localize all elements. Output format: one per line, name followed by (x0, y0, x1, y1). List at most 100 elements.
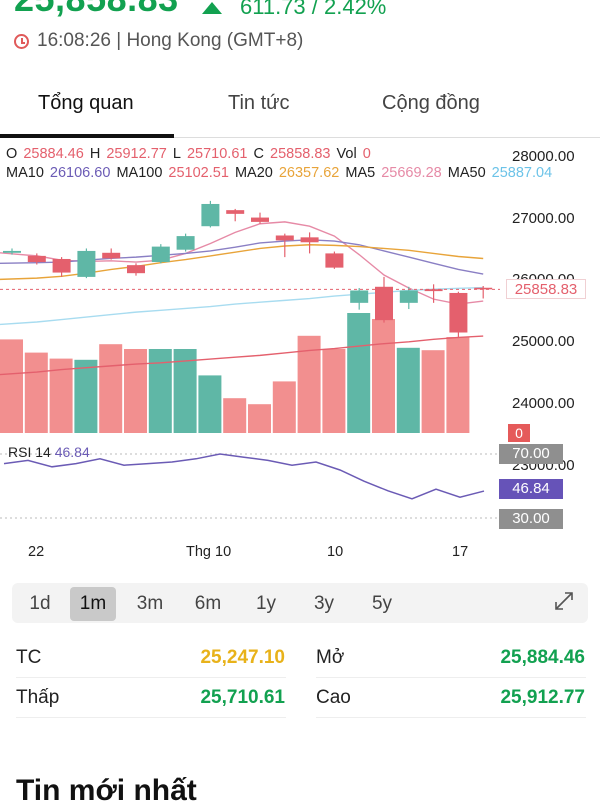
candle-body (127, 265, 145, 274)
candle-body (300, 237, 319, 243)
candle-body (151, 246, 170, 263)
volume-bar (372, 319, 395, 433)
rsi-label: RSI 14 (8, 444, 51, 460)
divider (16, 677, 286, 678)
volume-value: 0 (362, 146, 371, 162)
ma5-value: 25669.28 (381, 165, 442, 181)
candle-body (325, 253, 344, 268)
volume-bar (49, 358, 73, 433)
candle-body (350, 290, 369, 303)
low-stat-value: 25,710.61 (200, 687, 285, 708)
period-1d[interactable]: 1d (29, 593, 51, 614)
time-row: 16:08:26 | Hong Kong (GMT+8) (14, 30, 303, 52)
volume-bar (173, 349, 197, 433)
open-stat-label: Mở (316, 647, 345, 668)
high-stat-label: Cao (316, 687, 351, 708)
x-tick: Thg 10 (186, 544, 232, 560)
ma20-value: 26357.62 (278, 165, 340, 181)
volume-bar (248, 404, 271, 433)
ma5-label: MA5 (345, 165, 376, 181)
expand-icon[interactable] (554, 591, 574, 611)
ma10-label: MA10 (6, 165, 44, 181)
tab-divider (0, 137, 600, 138)
volume-bar (124, 349, 147, 433)
volume-bar (148, 349, 172, 433)
open-stat-value: 25,884.46 (500, 647, 585, 668)
current-price-tag: 25858.83 (506, 279, 586, 299)
candle-body (399, 290, 418, 303)
volume-bar (223, 398, 247, 433)
candle-body (77, 250, 96, 277)
period-selector: 1d 1m 3m 6m 1y 3y 5y (12, 583, 588, 623)
high-value: 25912.77 (106, 146, 167, 162)
rsi-legend: RSI 14 46.84 (8, 444, 90, 460)
period-3y[interactable]: 3y (313, 593, 335, 614)
ma20-line (0, 244, 484, 281)
up-arrow-icon (202, 2, 222, 14)
y-tick: 28000.00 (512, 148, 575, 165)
volume-bar (322, 349, 346, 433)
x-tick: 17 (452, 544, 469, 560)
ma100-value: 25102.51 (168, 165, 229, 181)
rsi-30-tag: 30.00 (499, 509, 563, 529)
ma20-label: MA20 (234, 165, 273, 181)
high-stat-value: 25,912.77 (500, 687, 585, 708)
volume-bar (24, 352, 48, 433)
ma50-label: MA50 (447, 165, 486, 181)
candle-body (201, 203, 220, 227)
period-3m[interactable]: 3m (136, 593, 164, 614)
tab-community[interactable]: Cộng đồng (382, 92, 480, 114)
price-chart[interactable] (0, 140, 600, 540)
time-info: 16:08:26 | Hong Kong (GMT+8) (37, 30, 304, 51)
ma-legend: MA10 26106.60 MA100 25102.51 MA20 26357.… (6, 165, 554, 181)
rsi-70-tag: 70.00 (499, 444, 563, 464)
volume-bar (446, 337, 470, 433)
rsi-line (3, 453, 485, 500)
latest-news-heading: Tin mới nhất (16, 774, 197, 807)
candle-body (251, 217, 269, 222)
high-label: H (89, 146, 101, 162)
candle-body (3, 250, 21, 253)
period-5y[interactable]: 5y (371, 593, 393, 614)
volume-label: Vol (336, 146, 357, 162)
tab-bar: Tổng quan Tin tức Cộng đồng (0, 76, 600, 138)
candle-body (52, 258, 71, 273)
price-change: 611.73 / 2.42% (240, 0, 387, 19)
volume-bar (347, 313, 371, 433)
period-1m[interactable]: 1m (70, 587, 116, 621)
x-tick: 10 (327, 544, 344, 560)
candle-body (102, 252, 121, 259)
y-tick: 27000.00 (512, 210, 575, 227)
candle-body (226, 210, 245, 214)
clock-icon (14, 33, 29, 49)
divider (316, 717, 586, 718)
close-value: 25858.83 (270, 146, 331, 162)
candle-body (176, 236, 195, 250)
candle-body (275, 235, 294, 241)
candle-body (375, 286, 393, 321)
period-6m[interactable]: 6m (194, 593, 222, 614)
low-value: 25710.61 (186, 146, 248, 162)
ma100-label: MA100 (116, 165, 163, 181)
volume-bar (198, 375, 222, 433)
y-tick: 25000.00 (512, 333, 575, 350)
volume-bar (396, 347, 420, 433)
volume-bar (0, 339, 23, 433)
close-label: C (253, 146, 264, 162)
candle-body (424, 289, 443, 292)
volume-tag: 0 (508, 424, 530, 442)
volume-bar (297, 335, 321, 433)
ma10-line (0, 239, 484, 275)
rsi-value: 46.84 (54, 444, 90, 460)
tc-label: TC (16, 647, 42, 668)
open-label: O (6, 146, 18, 162)
ohlc-legend: O 25884.46 H 25912.77 L 25710.61 C 25858… (6, 146, 373, 162)
tab-news[interactable]: Tin tức (228, 92, 290, 114)
volume-bar (421, 350, 445, 433)
current-price: 25,858.83 (14, 0, 179, 20)
candle-body (449, 292, 468, 333)
volume-bar (74, 359, 98, 433)
tab-overview[interactable]: Tổng quan (38, 92, 134, 114)
period-1y[interactable]: 1y (255, 593, 277, 614)
low-label: L (172, 146, 181, 162)
